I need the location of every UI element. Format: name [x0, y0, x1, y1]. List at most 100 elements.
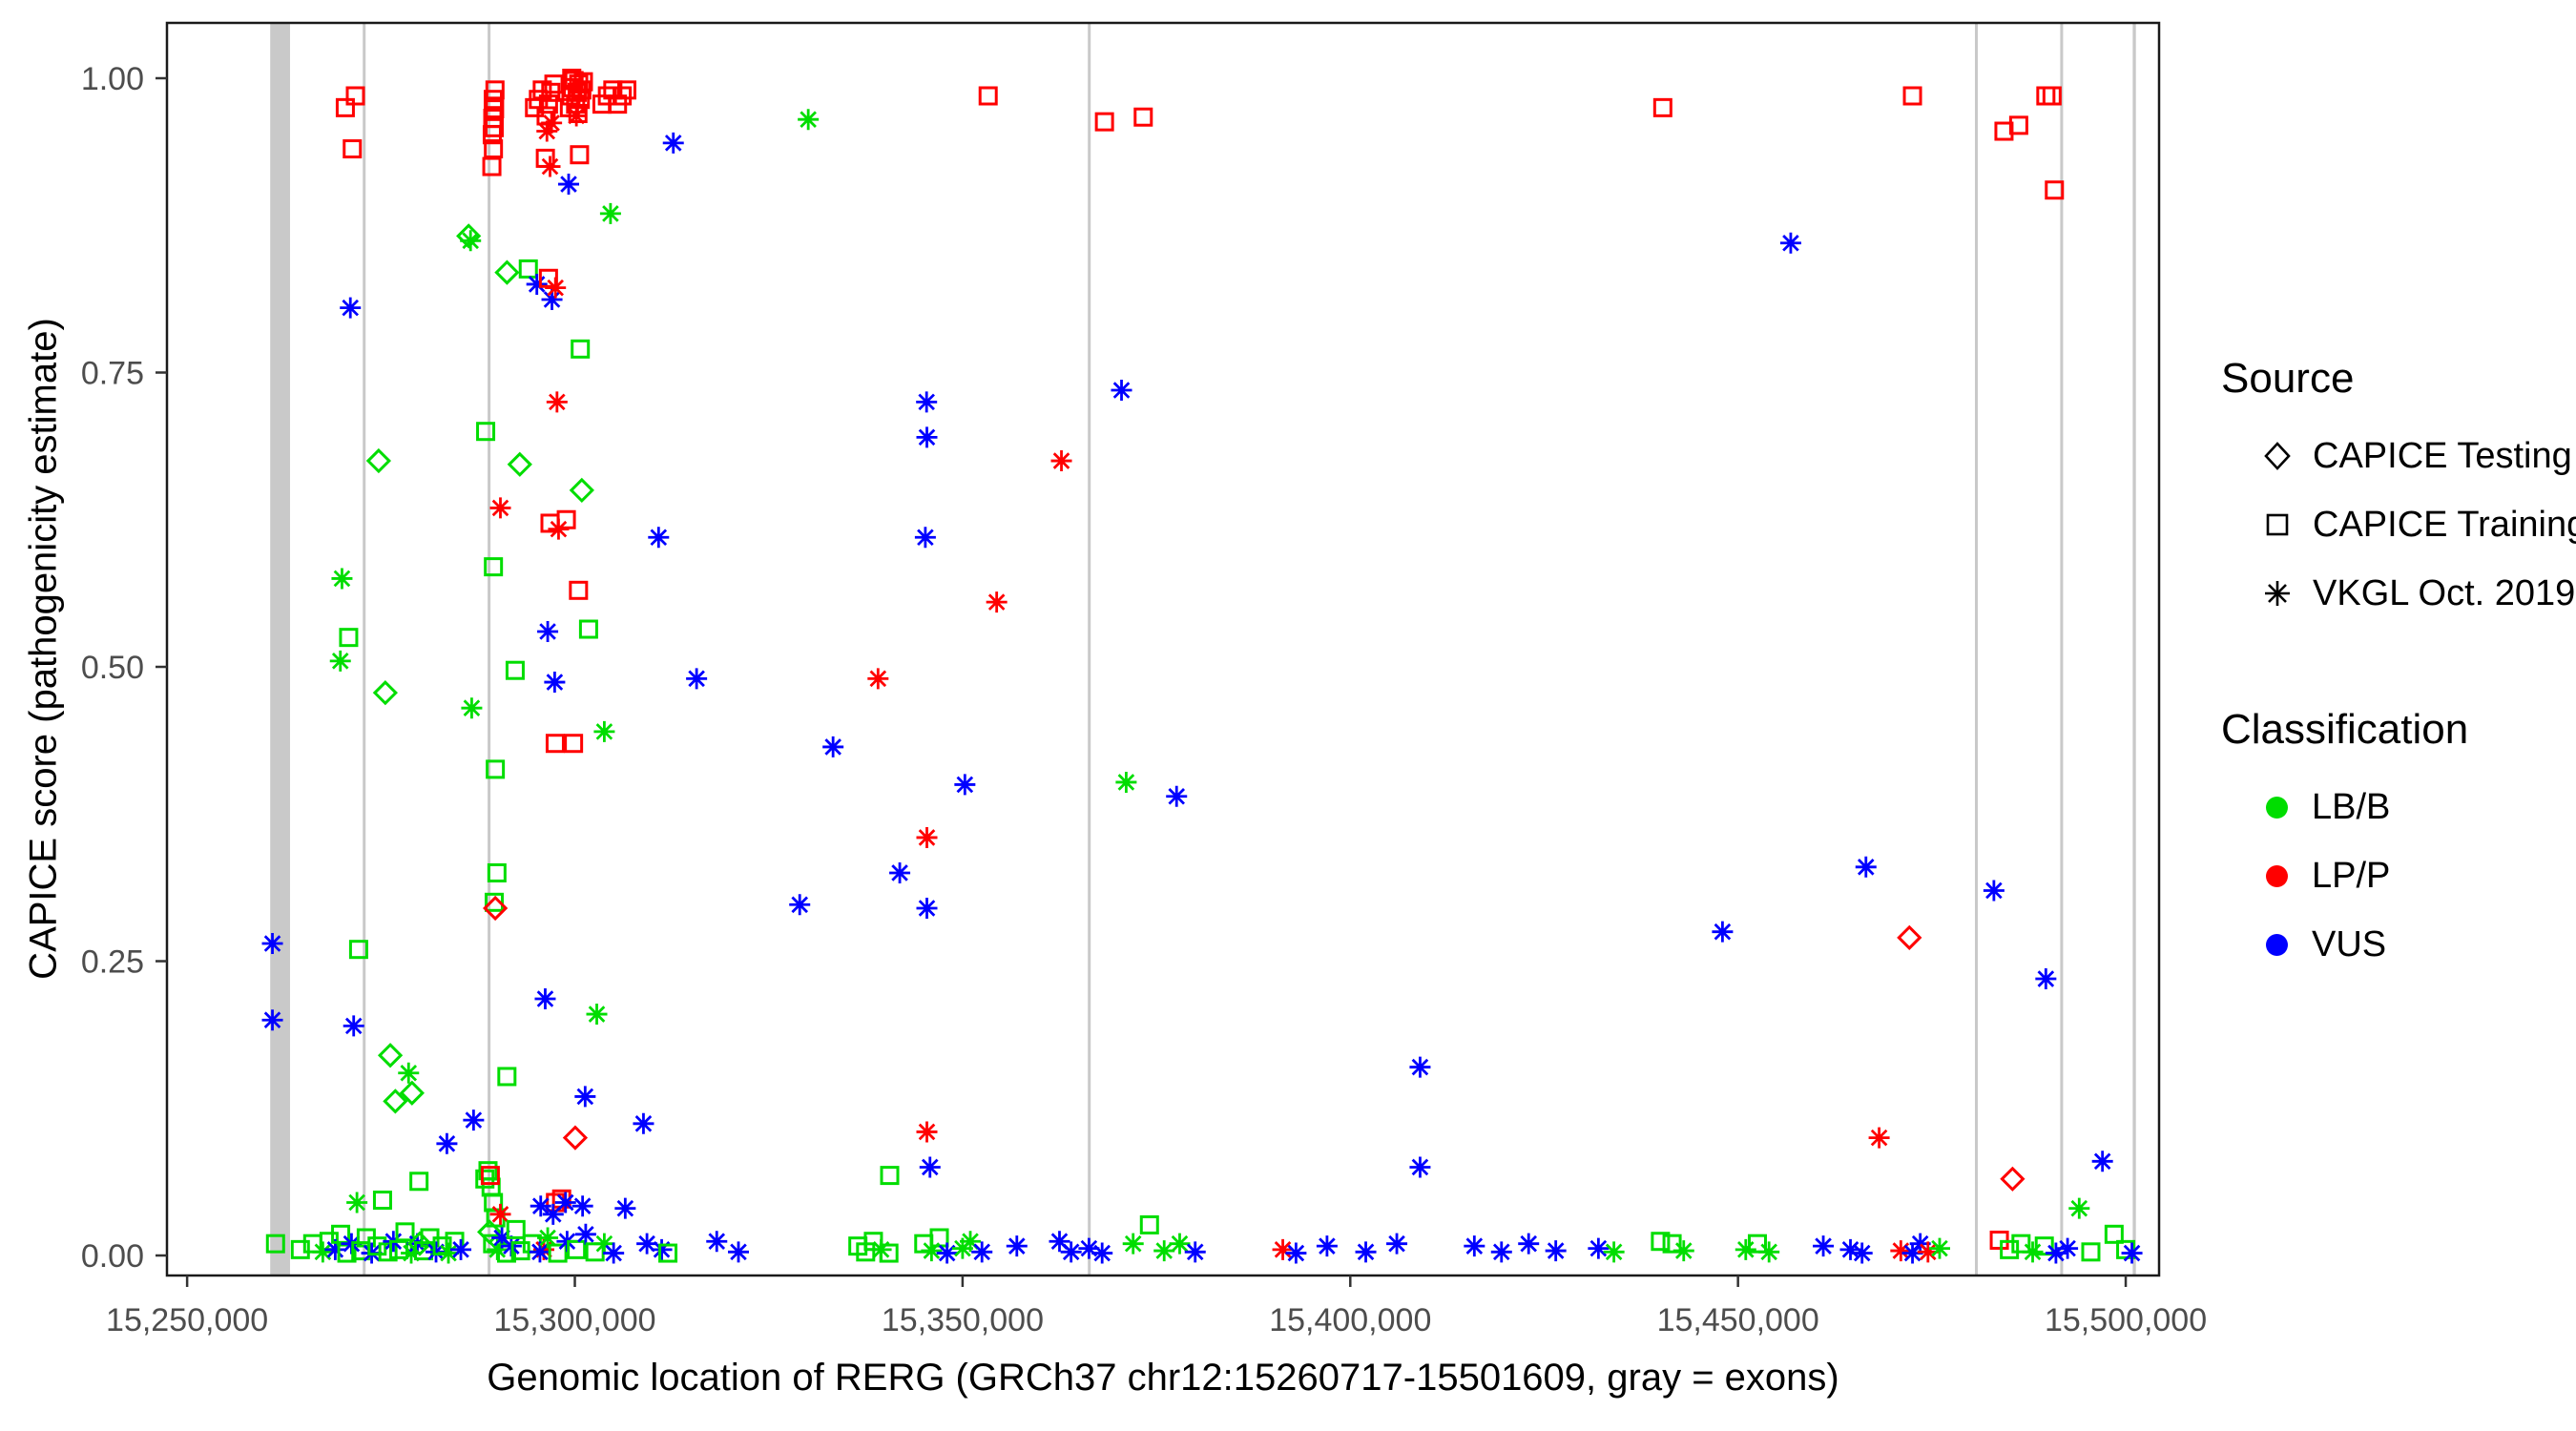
data-point-asterisk	[1409, 1056, 1431, 1078]
data-point-square	[480, 1166, 500, 1186]
data-point-square	[335, 97, 355, 117]
data-point-square	[568, 104, 588, 124]
data-point-asterisk	[1049, 1231, 1070, 1253]
data-point-asterisk	[536, 120, 558, 142]
data-point-square	[482, 156, 502, 176]
data-point-asterisk	[1588, 1237, 1610, 1259]
data-point-square	[571, 339, 591, 359]
legend-item-label: LB/B	[2312, 786, 2391, 827]
data-point-asterisk	[340, 297, 362, 319]
data-point-square	[562, 68, 582, 88]
data-point-square	[978, 86, 998, 106]
legend-item-vus: VUS	[2221, 910, 2576, 979]
data-point-asterisk	[916, 826, 938, 848]
legend-item-label: CAPICE Training	[2313, 504, 2576, 545]
data-point-asterisk	[554, 1192, 576, 1213]
y-tick-label: 0.00	[81, 1238, 144, 1275]
data-point-square	[2104, 1224, 2124, 1244]
data-point-square	[486, 759, 506, 779]
data-point-asterisk	[662, 132, 684, 154]
data-point-asterisk	[1122, 1233, 1144, 1255]
data-point-asterisk	[1272, 1238, 1294, 1260]
data-point-diamond	[2000, 1166, 2025, 1192]
data-point-asterisk	[571, 1195, 593, 1217]
data-point-asterisk	[1006, 1235, 1028, 1257]
data-point-square	[564, 734, 584, 754]
data-point-square	[880, 1166, 900, 1186]
data-point-square	[339, 628, 359, 648]
data-point-asterisk	[566, 105, 588, 127]
data-point-asterisk	[537, 620, 559, 642]
data-point-diamond	[372, 680, 398, 706]
data-point-diamond	[569, 477, 594, 504]
data-point-square	[929, 1228, 949, 1248]
data-point-square	[290, 1239, 310, 1259]
data-point-asterisk	[593, 1233, 615, 1255]
data-point-asterisk	[889, 861, 911, 883]
y-tick-label: 0.25	[81, 944, 144, 981]
data-point-square	[484, 892, 504, 912]
data-point-square	[345, 86, 365, 106]
y-axis-title: CAPICE score (pathogenicity estimate)	[22, 318, 65, 980]
data-point-square	[487, 862, 507, 882]
data-point-square	[2008, 115, 2028, 135]
data-point-square	[497, 1067, 517, 1087]
x-tick-label: 15,500,000	[2045, 1302, 2207, 1338]
y-tick-label: 0.50	[81, 650, 144, 686]
data-point-square	[1662, 1234, 1682, 1254]
data-point-asterisk	[916, 1121, 938, 1143]
data-point-square	[658, 1243, 678, 1263]
data-point-square	[2034, 1236, 2054, 1256]
data-point-asterisk	[438, 1242, 460, 1264]
data-point-diamond	[399, 1080, 425, 1106]
data-point-asterisk	[651, 1238, 673, 1260]
data-point-asterisk	[1153, 1240, 1175, 1262]
data-point-asterisk	[526, 273, 548, 295]
data-point-diamond	[507, 451, 532, 477]
data-point-asterisk	[2045, 1242, 2067, 1264]
panel-border	[165, 21, 2161, 1277]
legend-item-label: LP/P	[2312, 855, 2391, 896]
data-point-asterisk	[261, 933, 283, 955]
data-point-square	[367, 1236, 387, 1256]
data-point-asterisk	[2057, 1237, 2079, 1259]
data-point-asterisk	[261, 1009, 283, 1031]
data-point-asterisk	[401, 1242, 423, 1264]
data-point-asterisk	[921, 1240, 943, 1262]
data-point-asterisk	[542, 1203, 564, 1225]
data-point-asterisk	[1386, 1233, 1408, 1255]
data-point-asterisk	[1111, 380, 1132, 402]
data-point-square	[1652, 97, 1672, 117]
data-point-asterisk	[614, 1197, 636, 1219]
data-point-asterisk	[971, 1241, 993, 1263]
data-point-square	[506, 1219, 526, 1239]
data-point-asterisk	[343, 1015, 364, 1037]
data-point-square	[518, 259, 538, 279]
data-point-asterisk	[1855, 856, 1877, 878]
data-point-square	[1651, 1232, 1671, 1252]
data-point-asterisk	[489, 497, 511, 519]
data-point-asterisk	[1909, 1233, 1931, 1255]
data-point-diamond	[1897, 924, 1922, 950]
data-point-asterisk	[1316, 1235, 1338, 1257]
data-point-asterisk	[603, 1242, 625, 1264]
data-point-asterisk	[489, 1203, 511, 1225]
data-point-square	[331, 1224, 351, 1244]
data-point-asterisk	[1851, 1242, 1873, 1264]
data-point-asterisk	[544, 672, 566, 694]
data-point-square	[484, 139, 504, 159]
data-point-asterisk	[324, 1238, 346, 1260]
data-point-asterisk	[789, 894, 811, 916]
data-point-square	[879, 1243, 899, 1263]
data-point-asterisk	[426, 1241, 447, 1263]
data-point-asterisk	[936, 1242, 958, 1264]
data-point-square	[378, 1242, 398, 1262]
data-point-square	[476, 422, 496, 442]
data-point-square	[544, 74, 564, 94]
data-point-diamond	[406, 1231, 433, 1256]
exon-bar	[488, 23, 491, 1275]
legend-item-label: VKGL Oct. 2019	[2313, 572, 2576, 613]
data-point-asterisk	[1050, 450, 1072, 472]
y-tick-label: 1.00	[81, 61, 144, 97]
data-point-asterisk	[954, 774, 976, 796]
